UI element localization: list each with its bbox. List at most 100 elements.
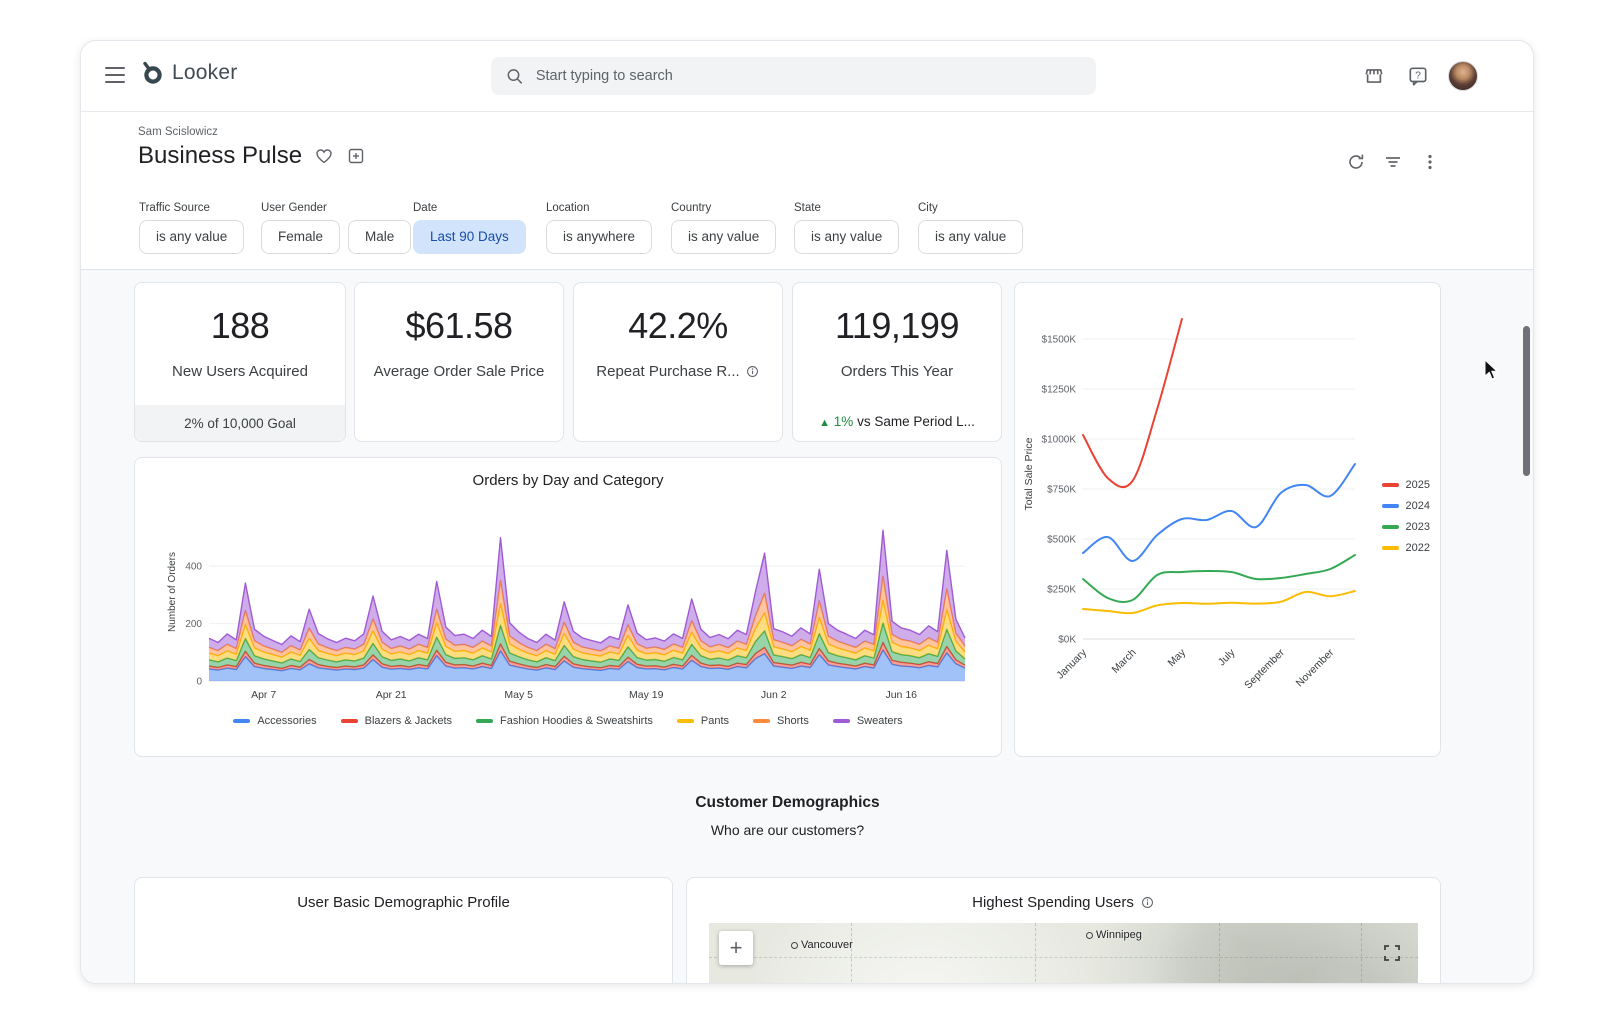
delta-text: vs Same Period L... <box>857 414 975 429</box>
map-zoom-in-button[interactable]: + <box>719 931 753 965</box>
kpi-label: Orders This Year <box>840 363 954 380</box>
svg-text:May 19: May 19 <box>629 689 664 701</box>
svg-text:$750K: $750K <box>1047 485 1076 496</box>
filter-chip-date[interactable]: Last 90 Days <box>413 220 526 254</box>
svg-text:$250K: $250K <box>1047 585 1076 596</box>
filter-chip-male[interactable]: Male <box>348 220 412 254</box>
svg-text:Jun 16: Jun 16 <box>885 689 917 701</box>
search-bar[interactable] <box>491 57 1096 95</box>
logo-text: Looker <box>172 60 238 84</box>
legend-label: Sweaters <box>856 715 903 727</box>
kpi-goal-footer: 2% of 10,000 Goal <box>135 405 345 441</box>
filter-chip-country[interactable]: is any value <box>671 220 777 254</box>
filter-label-city: City <box>918 202 938 214</box>
search-input[interactable] <box>533 67 1082 85</box>
kpi-delta: ▲ 1% vs Same Period L... <box>793 414 1001 429</box>
legend-item-2024[interactable]: 2024 <box>1381 500 1430 512</box>
legend-item-accessories[interactable]: Accessories <box>233 715 317 727</box>
filter-chip-state[interactable]: is any value <box>794 220 900 254</box>
svg-text:Jun 2: Jun 2 <box>761 689 787 701</box>
filter-label-user-gender: User Gender <box>261 202 327 214</box>
svg-text:March: March <box>1109 647 1138 676</box>
svg-text:Apr 21: Apr 21 <box>376 689 407 701</box>
legend-swatch <box>676 719 694 723</box>
legend-label: Pants <box>700 715 730 727</box>
svg-text:July: July <box>1216 646 1238 668</box>
legend-label: 2023 <box>1405 521 1430 533</box>
kpi-label: Repeat Purchase R... <box>596 363 740 380</box>
topbar: Looker ? <box>81 41 1533 112</box>
info-icon[interactable] <box>745 364 760 379</box>
kpi-label: New Users Acquired <box>172 363 308 380</box>
kpi-card-repeat-purchase: 42.2% Repeat Purchase R... <box>573 282 783 442</box>
svg-text:200: 200 <box>185 619 202 630</box>
legend-item-pants[interactable]: Pants <box>676 715 730 727</box>
kpi-value: $61.58 <box>405 305 513 346</box>
sales-line-chart[interactable]: $0K $250K $500K $750K $1000K $1250K $1500K Tota… <box>1021 293 1361 717</box>
legend-swatch <box>340 719 358 723</box>
filter-label-location: Location <box>546 202 590 214</box>
map-fullscreen-icon[interactable] <box>1382 943 1402 963</box>
delta-percent: 1% <box>833 414 854 429</box>
filter-bar: Traffic Source is any value User Gender … <box>81 198 1533 270</box>
map-label-vancouver: Vancouver <box>791 939 853 951</box>
svg-text:$0K: $0K <box>1058 635 1076 646</box>
svg-text:September: September <box>1242 646 1287 691</box>
orders-area-chart[interactable]: 0 200 400 Number of Orders Apr 7 Apr 21 May 5 M… <box>163 497 973 709</box>
total-sale-price-card: $0K $250K $500K $750K $1000K $1250K $1500K Tota… <box>1014 282 1441 757</box>
marketplace-icon[interactable] <box>1363 65 1385 87</box>
svg-text:Total Sale Price: Total Sale Price <box>1023 437 1035 510</box>
kpi-card-orders-this-year: 119,199 Orders This Year ▲ 1% vs Same Pe… <box>792 282 1002 442</box>
kpi-label: Average Order Sale Price <box>373 363 545 380</box>
svg-text:0: 0 <box>196 677 202 688</box>
dashboard-author: Sam Scislowicz <box>138 126 218 138</box>
legend-label: Fashion Hoodies & Sweatshirts <box>500 715 653 727</box>
user-avatar[interactable] <box>1448 61 1478 91</box>
legend-swatch <box>753 719 771 723</box>
hamburger-menu-icon[interactable] <box>105 67 125 83</box>
legend-swatch <box>476 719 494 723</box>
svg-text:400: 400 <box>185 562 202 573</box>
legend-label: 2025 <box>1405 479 1430 491</box>
legend-swatch <box>1381 546 1399 550</box>
orders-chart-title: Orders by Day and Category <box>472 472 664 489</box>
filter-chip-traffic-source[interactable]: is any value <box>139 220 245 254</box>
orders-by-day-card: Orders by Day and Category 0 200 400 Number… <box>134 457 1002 757</box>
demographic-profile-title: User Basic Demographic Profile <box>297 894 510 911</box>
filter-chip-location[interactable]: is anywhere <box>546 220 653 254</box>
highest-spending-users-card: Highest Spending Users + Vancouver <box>686 877 1441 983</box>
filter-chip-female[interactable]: Female <box>261 220 341 254</box>
legend-item-shorts[interactable]: Shorts <box>753 715 809 727</box>
add-to-collection-icon[interactable] <box>346 146 366 166</box>
info-icon[interactable] <box>1140 895 1155 910</box>
page-title: Business Pulse <box>138 142 303 169</box>
filter-label-state: State <box>794 202 821 214</box>
filter-label-date: Date <box>413 202 438 214</box>
filter-icon[interactable] <box>1383 152 1403 172</box>
scrollbar-thumb[interactable] <box>1523 326 1530 476</box>
legend-item-blazers-jackets[interactable]: Blazers & Jackets <box>340 715 452 727</box>
legend-swatch <box>233 719 251 723</box>
spending-users-map[interactable]: + Vancouver Winnipeg <box>709 923 1418 983</box>
filter-chip-city[interactable]: is any value <box>918 220 1024 254</box>
favorite-heart-icon[interactable] <box>314 146 334 166</box>
svg-text:Apr 7: Apr 7 <box>251 689 276 701</box>
legend-swatch <box>1381 504 1399 508</box>
looker-logo[interactable]: Looker <box>139 59 237 86</box>
help-icon[interactable]: ? <box>1407 65 1429 87</box>
legend-item-2022[interactable]: 2022 <box>1381 542 1430 554</box>
svg-text:$1500K: $1500K <box>1042 335 1077 346</box>
legend-item-2023[interactable]: 2023 <box>1381 521 1430 533</box>
legend-swatch <box>1381 525 1399 529</box>
legend-item-fashion-hoodies-sweatshirts[interactable]: Fashion Hoodies & Sweatshirts <box>476 715 653 727</box>
legend-swatch <box>832 719 850 723</box>
kebab-menu-icon[interactable] <box>1420 152 1440 172</box>
map-label-winnipeg: Winnipeg <box>1086 929 1142 941</box>
refresh-icon[interactable] <box>1346 152 1366 172</box>
svg-text:$1000K: $1000K <box>1042 435 1077 446</box>
search-icon <box>507 69 522 84</box>
kpi-card-new-users: 188 New Users Acquired 2% of 10,000 Goal <box>134 282 346 442</box>
legend-label: Shorts <box>777 715 809 727</box>
legend-item-2025[interactable]: 2025 <box>1381 479 1430 491</box>
legend-item-sweaters[interactable]: Sweaters <box>832 715 903 727</box>
